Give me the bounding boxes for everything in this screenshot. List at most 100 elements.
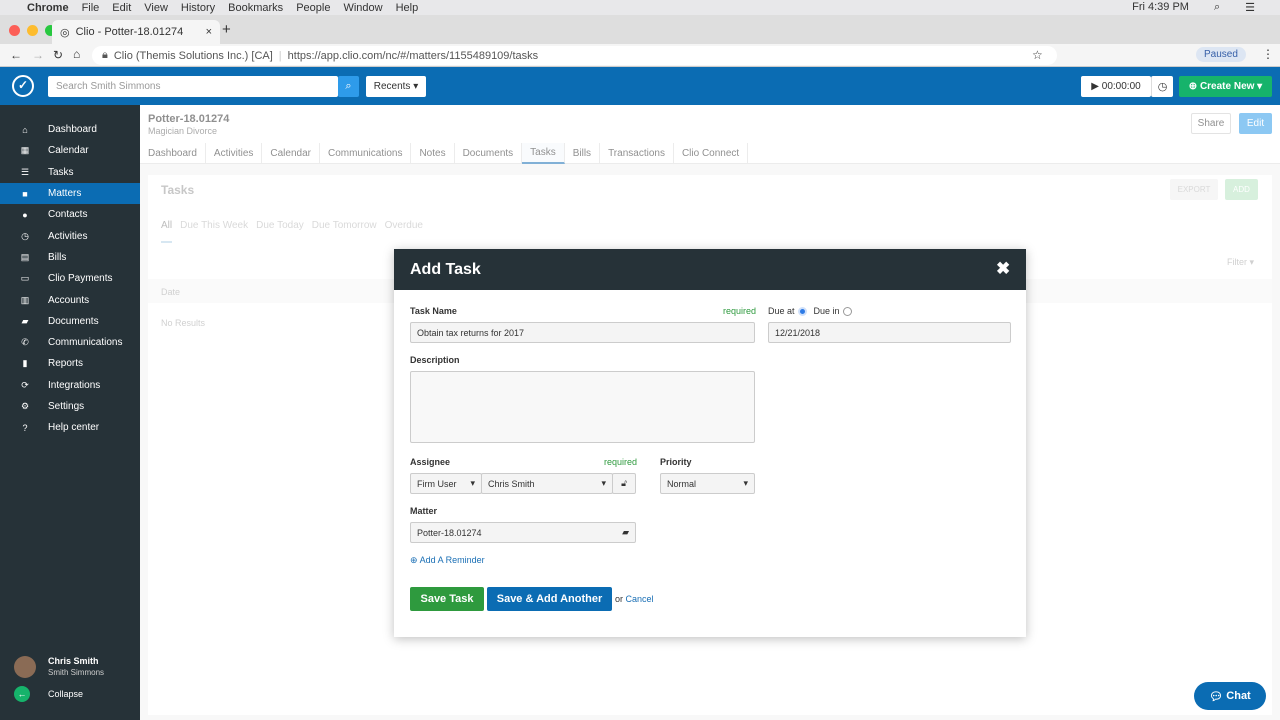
timer-clock-button[interactable]: ◷ — [1151, 76, 1173, 97]
url-text: https://app.clio.com/nc/#/matters/115548… — [287, 49, 539, 62]
sidebar: ⌂ Dashboard ▦ Calendar ☰ Tasks ■ Matters ● Contac… — [0, 105, 140, 720]
priority-select[interactable]: Normal ▾ — [660, 473, 755, 494]
minimize-window-button[interactable] — [27, 25, 38, 36]
dashboard-icon: ⌂ — [22, 124, 28, 135]
forward-icon[interactable]: → — [32, 48, 44, 62]
collapse-icon[interactable]: ← — [14, 686, 30, 702]
description-textarea[interactable] — [410, 371, 755, 443]
chat-button[interactable]: 💬︎ Chat — [1194, 682, 1266, 710]
lock-icon: 🔒︎ — [102, 49, 108, 61]
sidebar-item-help-center[interactable]: ? Help center — [0, 417, 140, 438]
chrome-menu-icon[interactable]: ⋮ — [1262, 47, 1274, 61]
collapse-button[interactable]: Collapse — [48, 689, 84, 699]
menu-item[interactable]: Window — [343, 1, 383, 14]
sidebar-item-contacts[interactable]: ● Contacts — [0, 204, 140, 225]
due-at-radio[interactable] — [797, 306, 807, 316]
recents-dropdown[interactable]: Recents ▾ — [366, 76, 426, 97]
filter-tab[interactable]: Overdue — [384, 220, 423, 231]
tab-transactions[interactable]: Transactions — [600, 143, 674, 164]
filter-tab[interactable]: All — [161, 220, 173, 243]
search-input[interactable]: Search Smith Simmons — [48, 76, 338, 97]
home-icon[interactable]: ⌂ — [73, 47, 81, 61]
timer-button[interactable]: ▶ 00:00:00 — [1081, 76, 1151, 97]
assignee-select[interactable]: Chris Smith ▾ — [481, 473, 613, 494]
search-icon[interactable]: ⌕ — [1213, 1, 1221, 13]
sidebar-item-settings[interactable]: ⚙ Settings — [0, 396, 140, 417]
tab-activities[interactable]: Activities — [206, 143, 263, 164]
clio-logo-icon[interactable]: ✓ — [12, 75, 34, 97]
add-button[interactable]: ADD — [1225, 179, 1258, 200]
task-name-input[interactable]: Obtain tax returns for 2017 — [410, 322, 755, 343]
menu-app[interactable]: Chrome — [27, 1, 69, 14]
export-button[interactable]: EXPORT — [1170, 179, 1218, 200]
avatar[interactable] — [14, 656, 36, 678]
date-column-header[interactable]: Date — [161, 287, 181, 297]
matter-input[interactable]: Potter-18.01274 ▰ — [410, 522, 636, 543]
back-icon[interactable]: ← — [10, 48, 22, 62]
save-task-button[interactable]: Save Task — [410, 587, 484, 611]
tab-documents[interactable]: Documents — [455, 143, 523, 164]
new-tab-button[interactable]: + — [222, 21, 231, 38]
sidebar-item-dashboard[interactable]: ⌂ Dashboard — [0, 119, 140, 140]
filter-tab[interactable]: Due Tomorrow — [311, 220, 377, 231]
sidebar-item-communications[interactable]: ✆ Communications — [0, 332, 140, 353]
tab-notes[interactable]: Notes — [411, 143, 455, 164]
sidebar-item-bills[interactable]: ▤ Bills — [0, 247, 140, 268]
filter-tab[interactable]: Due This Week — [180, 220, 249, 231]
matters-icon: ■ — [22, 188, 28, 199]
save-add-another-button[interactable]: Save & Add Another — [487, 587, 612, 611]
edit-button[interactable]: Edit — [1239, 113, 1272, 134]
tab-clio-connect[interactable]: Clio Connect — [674, 143, 749, 164]
sidebar-item-clio-payments[interactable]: ▭ Clio Payments — [0, 268, 140, 289]
tab-calendar[interactable]: Calendar — [262, 143, 320, 164]
sidebar-item-accounts[interactable]: ▥ Accounts — [0, 289, 140, 310]
tab-tasks[interactable]: Tasks — [522, 143, 565, 164]
maximize-window-button[interactable] — [45, 25, 56, 36]
user-name[interactable]: Chris Smith — [48, 656, 99, 666]
menu-item[interactable]: View — [144, 1, 168, 14]
tab-dashboard[interactable]: Dashboard — [140, 143, 206, 164]
create-new-button[interactable]: ⊕ Create New ▾ — [1179, 76, 1272, 97]
menu-item[interactable]: Help — [395, 1, 419, 14]
contacts-icon: ● — [22, 209, 28, 220]
cancel-link[interactable]: Cancel — [625, 594, 654, 604]
menu-item[interactable]: History — [180, 1, 216, 14]
assignee-type-select[interactable]: Firm User ▾ — [410, 473, 482, 494]
profile-button[interactable]: Paused — [1196, 47, 1246, 62]
url-bar[interactable]: 🔒︎ Clio (Themis Solutions Inc.) [CA] | http… — [92, 46, 1057, 65]
due-date-input[interactable]: 12/21/2018 — [768, 322, 1011, 343]
search-button[interactable]: ⌕ — [338, 76, 359, 97]
sidebar-item-reports[interactable]: ▮ Reports — [0, 353, 140, 374]
filter-tab[interactable]: Due Today — [256, 220, 304, 231]
sidebar-item-documents[interactable]: ▰ Documents — [0, 311, 140, 332]
tasks-icon: ☰ — [20, 166, 30, 177]
reload-icon[interactable]: ↻ — [53, 48, 64, 62]
sidebar-item-activities[interactable]: ◷ Activities — [0, 225, 140, 246]
menu-item[interactable]: File — [81, 1, 100, 14]
add-reminder-link[interactable]: ⊕ Add A Reminder — [410, 555, 485, 565]
sidebar-item-tasks[interactable]: ☰ Tasks — [0, 162, 140, 183]
menu-item[interactable]: Edit — [112, 1, 132, 14]
filter-dropdown[interactable]: Filter ▾ — [1227, 257, 1255, 267]
sidebar-item-calendar[interactable]: ▦ Calendar — [0, 140, 140, 161]
sidebar-item-matters[interactable]: ■ Matters — [0, 182, 140, 205]
sidebar-item-label: Contacts — [48, 209, 88, 221]
close-icon[interactable]: ✖ — [996, 259, 1011, 278]
sidebar-item-label: Settings — [48, 401, 85, 412]
tab-communications[interactable]: Communications — [320, 143, 412, 164]
unlock-icon[interactable]: 🔓︎ — [612, 473, 636, 494]
sidebar-item-integrations[interactable]: ⟳ Integrations — [0, 375, 140, 396]
menu-item[interactable]: Bookmarks — [228, 1, 284, 14]
recents-label: Recents — [373, 81, 411, 92]
bills-icon: ▤ — [20, 251, 30, 262]
close-tab-icon[interactable]: × — [205, 26, 212, 38]
browser-tab[interactable]: ◎ Clio - Potter-18.01274 × — [52, 20, 220, 44]
due-in-radio[interactable] — [842, 306, 852, 316]
close-window-button[interactable] — [9, 25, 20, 36]
share-button[interactable]: Share — [1191, 113, 1231, 134]
bookmark-star-icon[interactable]: ☆ — [1032, 48, 1043, 62]
menu-item[interactable]: People — [296, 1, 331, 14]
sidebar-item-label: Calendar — [48, 145, 89, 157]
menu-list-icon[interactable]: ☰ — [1245, 2, 1255, 14]
tab-bills[interactable]: Bills — [565, 143, 601, 164]
